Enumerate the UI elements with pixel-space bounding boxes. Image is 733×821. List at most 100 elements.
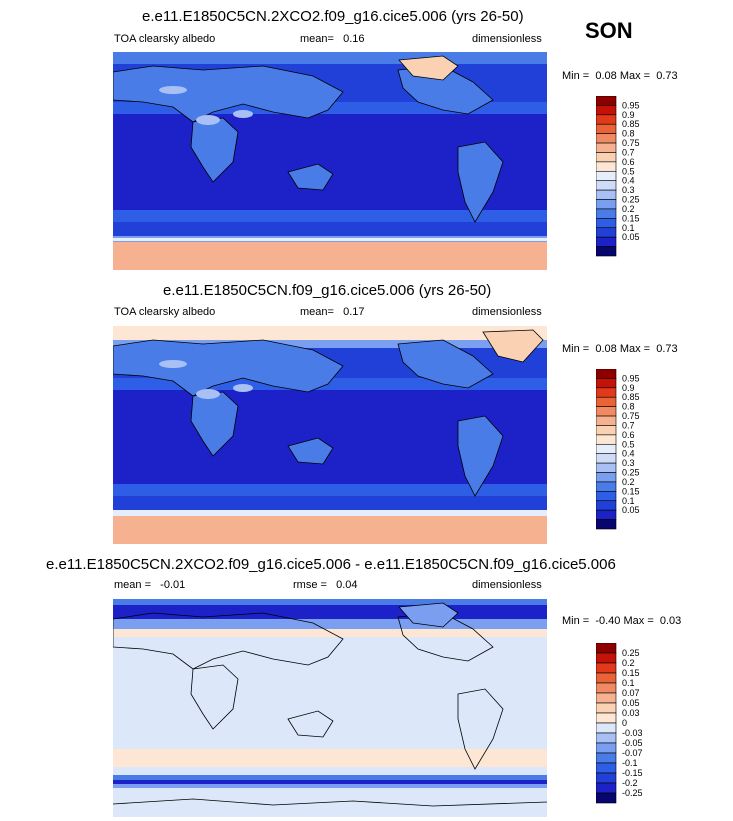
- colorbar-tick-label: 0.05: [622, 505, 640, 515]
- colorbar-box: [596, 208, 617, 219]
- panel2-mean: mean= 0.17: [300, 306, 365, 318]
- colorbar-tick-label: 0.7: [622, 147, 635, 157]
- colorbar-tick-label: 0.7: [622, 420, 635, 430]
- colorbar-tick-label: 0.1: [622, 678, 635, 688]
- panel1-units: dimensionless: [472, 33, 542, 45]
- colorbar-tick-label: 0.25: [622, 648, 640, 658]
- colorbar-box: [596, 378, 617, 389]
- panel2-colorbar: 0.950.90.850.80.750.70.60.50.40.30.250.2…: [596, 369, 640, 530]
- colorbar-tick-label: 0.6: [622, 430, 635, 440]
- panel2-map: [113, 326, 547, 544]
- colorbar-tick-label: 0.05: [622, 698, 640, 708]
- colorbar-box: [596, 434, 617, 445]
- panel2-colorbar-boxes: [596, 369, 617, 530]
- colorbar-tick-label: -0.07: [622, 748, 643, 758]
- colorbar-box: [596, 415, 617, 426]
- panel3-rmse: rmse = 0.04: [293, 579, 358, 591]
- colorbar-tick-label: -0.15: [622, 768, 643, 778]
- panel1-minmax: Min = 0.08 Max = 0.73: [562, 70, 678, 82]
- colorbar-box: [596, 453, 617, 464]
- colorbar-tick-label: 0.1: [622, 496, 635, 506]
- colorbar-box: [596, 692, 617, 704]
- panel1-max-label: Max =: [619, 70, 651, 82]
- colorbar-tick-label: -0.1: [622, 758, 638, 768]
- colorbar-tick-label: 0.75: [622, 138, 640, 148]
- panel1-mean: mean= 0.16: [300, 33, 365, 45]
- colorbar-box: [596, 105, 617, 116]
- colorbar-box: [596, 396, 617, 407]
- panel3-title: e.e11.E1850C5CN.2XCO2.f09_g16.cice5.006 …: [46, 556, 616, 573]
- panel3-min-label: Min =: [562, 615, 590, 627]
- colorbar-tick-label: 0.25: [622, 195, 640, 205]
- colorbar-box: [596, 369, 617, 379]
- colorbar-tick-label: 0.15: [622, 486, 640, 496]
- colorbar-tick-label: -0.03: [622, 728, 643, 738]
- colorbar-box: [596, 180, 617, 191]
- colorbar-box: [596, 462, 617, 473]
- colorbar-box: [596, 236, 617, 247]
- colorbar-box: [596, 732, 617, 744]
- panel3-max-value: 0.03: [659, 615, 682, 627]
- panel1-max-value: 0.73: [656, 70, 678, 82]
- colorbar-tick-label: 0.2: [622, 658, 635, 668]
- colorbar-box: [596, 643, 617, 654]
- colorbar-box: [596, 712, 617, 724]
- panel1-min-value: 0.08: [595, 70, 617, 82]
- panel2-min-value: 0.08: [595, 343, 617, 355]
- panel3-colorbar-labels: 0.250.20.150.10.070.050.030-0.03-0.05-0.…: [622, 648, 643, 798]
- colorbar-box: [596, 509, 617, 520]
- colorbar-tick-label: 0.9: [622, 383, 635, 393]
- panel2-min-label: Min =: [562, 343, 590, 355]
- colorbar-box: [596, 491, 617, 502]
- colorbar-tick-label: 0.03: [622, 708, 640, 718]
- panel1-colorbar-labels: 0.950.90.850.80.750.70.60.50.40.30.250.2…: [622, 100, 640, 242]
- panel3-min-value: -0.40: [595, 615, 621, 627]
- colorbar-box: [596, 152, 617, 163]
- colorbar-tick-label: -0.05: [622, 738, 643, 748]
- colorbar-box: [596, 142, 617, 153]
- colorbar-box: [596, 702, 617, 714]
- panel3-mean-value: -0.01: [160, 579, 186, 591]
- panel1-map: [113, 52, 547, 270]
- colorbar-box: [596, 189, 617, 200]
- colorbar-tick-label: 0.8: [622, 129, 635, 139]
- colorbar-box: [596, 722, 617, 734]
- colorbar-tick-label: 0.4: [622, 449, 635, 459]
- panel3-mean: mean = -0.01: [114, 579, 185, 591]
- colorbar-tick-label: 0.95: [622, 373, 640, 383]
- colorbar-tick-label: 0.5: [622, 439, 635, 449]
- colorbar-box: [596, 662, 617, 674]
- panel1-left-label: TOA clearsky albedo: [114, 33, 216, 45]
- panel3-map: [113, 599, 547, 817]
- colorbar-tick-label: 0: [622, 718, 627, 728]
- colorbar-box: [596, 246, 617, 257]
- colorbar-box: [596, 443, 617, 455]
- colorbar-box: [596, 425, 617, 436]
- colorbar-tick-label: 0.2: [622, 477, 635, 487]
- colorbar-tick-label: -0.2: [622, 778, 638, 788]
- colorbar-tick-label: 0.2: [622, 204, 635, 214]
- colorbar-box: [596, 96, 617, 106]
- colorbar-tick-label: -0.25: [622, 788, 643, 798]
- colorbar-box: [596, 672, 617, 684]
- panel3-max-label: Max =: [623, 615, 654, 627]
- colorbar-box: [596, 682, 617, 694]
- colorbar-tick-label: 0.15: [622, 668, 640, 678]
- colorbar-box: [596, 406, 617, 417]
- colorbar-box: [596, 161, 617, 172]
- colorbar-box: [596, 227, 617, 238]
- panel2-units: dimensionless: [472, 306, 542, 318]
- panel1-colorbar: 0.950.90.850.80.750.70.60.50.40.30.250.2…: [596, 96, 640, 257]
- colorbar-tick-label: 0.15: [622, 213, 640, 223]
- panel3-rmse-value: 0.04: [336, 579, 358, 591]
- panel3-units: dimensionless: [472, 579, 542, 591]
- colorbar-tick-label: 0.4: [622, 176, 635, 186]
- panel3-colorbar: 0.250.20.150.10.070.050.030-0.03-0.05-0.…: [596, 643, 643, 804]
- colorbar-tick-label: 0.75: [622, 411, 640, 421]
- colorbar-box: [596, 170, 617, 182]
- colorbar-tick-label: 0.6: [622, 157, 635, 167]
- panel1-mean-label: mean=: [300, 33, 334, 45]
- colorbar-tick-label: 0.3: [622, 458, 635, 468]
- colorbar-tick-label: 0.1: [622, 223, 635, 233]
- colorbar-tick-label: 0.3: [622, 185, 635, 195]
